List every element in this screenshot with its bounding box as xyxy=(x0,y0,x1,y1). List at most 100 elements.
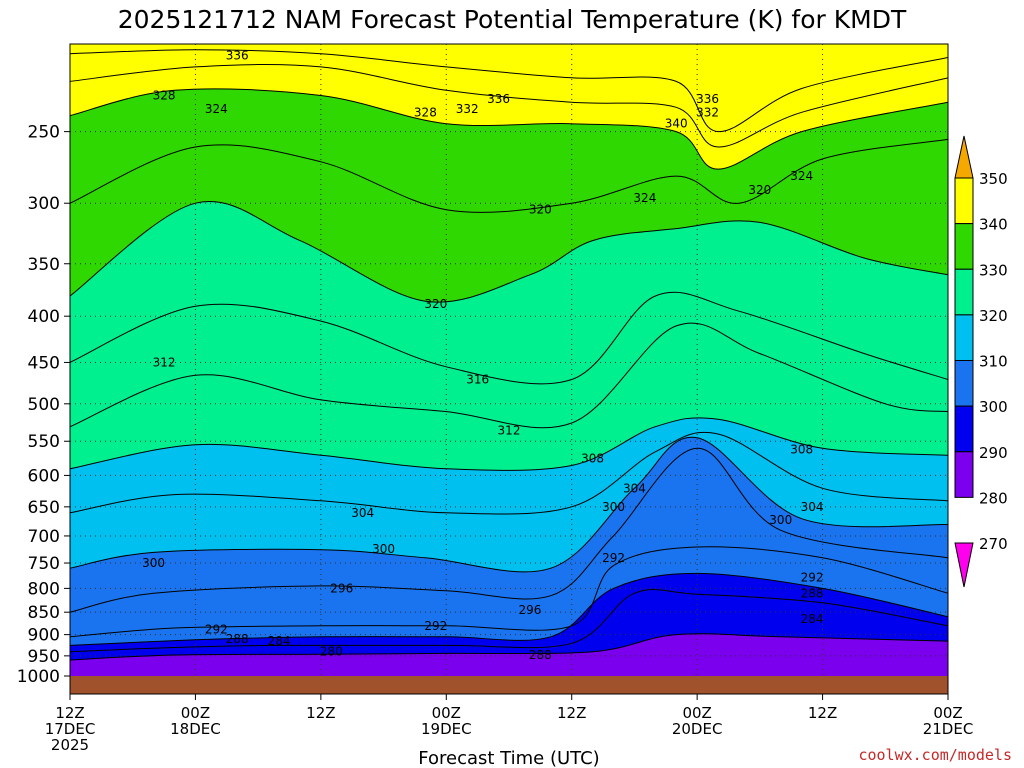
colorbar-band xyxy=(954,177,974,225)
colorbar-band xyxy=(954,451,974,498)
x-tick-label: 18DEC xyxy=(170,720,221,738)
y-tick-label: 350 xyxy=(28,255,60,275)
contour-label: 300 xyxy=(769,513,792,527)
colorbar-band xyxy=(954,360,974,407)
contour-line-280 xyxy=(70,633,948,661)
contour-label: 292 xyxy=(424,619,447,633)
x-tick-label: 00Z xyxy=(432,704,461,722)
contour-label: 312 xyxy=(498,423,521,437)
contour-label: 296 xyxy=(330,581,353,595)
contour-label: 300 xyxy=(602,500,625,514)
contour-line-320 xyxy=(70,201,948,303)
colorbar-label: 340 xyxy=(979,216,1008,234)
contour-label: 336 xyxy=(226,49,249,63)
x-tick-label: 19DEC xyxy=(421,720,472,738)
colorbar-label: 350 xyxy=(979,170,1008,188)
colorbar-label: 310 xyxy=(979,353,1008,371)
x-tick-label: 12Z xyxy=(808,704,837,722)
colorbar-label: 330 xyxy=(979,261,1008,279)
x-tick-label: 17DEC xyxy=(45,720,96,738)
contour-label: 324 xyxy=(633,191,656,205)
y-tick-label: 300 xyxy=(28,194,60,214)
contour-line-300 xyxy=(70,436,948,573)
x-tick-label: 12Z xyxy=(55,704,84,722)
contour-label: 304 xyxy=(351,506,374,520)
y-tick-label: 250 xyxy=(28,123,60,143)
plot-frame xyxy=(69,43,949,695)
contour-line-332 xyxy=(70,64,948,148)
x-tick-label: 00Z xyxy=(933,704,962,722)
y-tick-label: 1000 xyxy=(17,667,60,687)
x-tick-label: 21DEC xyxy=(923,720,974,738)
contour-line-296 xyxy=(70,447,948,613)
contour-label: 324 xyxy=(205,102,228,116)
contour-label: 340 xyxy=(665,117,688,131)
colorbar-band xyxy=(954,268,974,316)
y-axis: 250 300 350 400 450 500 550 600 650 700 750 800 850 9… xyxy=(17,123,70,687)
contour-label: 320 xyxy=(748,183,771,197)
contour-label: 284 xyxy=(801,612,824,626)
chart-title: 2025121712 NAM Forecast Potential Temper… xyxy=(118,5,907,34)
y-tick-label: 550 xyxy=(28,432,60,452)
y-tick-label: 400 xyxy=(28,307,60,327)
contour-line-284 xyxy=(70,589,948,653)
contour-label: 300 xyxy=(142,556,165,570)
fill-below-280 xyxy=(70,633,948,678)
x-tick-label: 00Z xyxy=(181,704,210,722)
x-tick-label: 20DEC xyxy=(672,720,723,738)
colorbar-band xyxy=(954,223,974,270)
contour-label: 320 xyxy=(424,297,447,311)
contour-label: 328 xyxy=(153,88,176,102)
terrain-band xyxy=(70,676,948,694)
contour-line-288 xyxy=(70,572,948,646)
contour-label: 280 xyxy=(320,645,343,659)
contour-label: 332 xyxy=(696,105,719,119)
colorbar: 350 340 330 320 310 300 290 280 270 xyxy=(954,135,1008,588)
contour-label: 312 xyxy=(153,355,176,369)
contour-label: 308 xyxy=(790,443,813,457)
y-tick-label: 700 xyxy=(28,527,60,547)
contour-label: 336 xyxy=(696,92,719,106)
y-tick-label: 750 xyxy=(28,554,60,574)
contour-label: 320 xyxy=(529,203,552,217)
contour-line-292 xyxy=(70,546,948,638)
contour-label: 300 xyxy=(372,542,395,556)
contour-label: 328 xyxy=(414,105,437,119)
contour-label: 324 xyxy=(790,169,813,183)
contour-layer xyxy=(70,49,948,661)
contour-label: 288 xyxy=(801,586,824,600)
contour-label: 292 xyxy=(801,570,824,584)
contour-line-308 xyxy=(70,417,948,471)
x-tick-label: 12Z xyxy=(306,704,335,722)
contour-label: 292 xyxy=(205,622,228,636)
colorbar-label: 270 xyxy=(979,535,1008,553)
colorbar-label: 290 xyxy=(979,444,1008,462)
y-tick-label: 600 xyxy=(28,466,60,486)
contour-label: 284 xyxy=(268,634,291,648)
contour-line-324 xyxy=(70,138,948,213)
colorbar-bottom-arrow xyxy=(954,542,974,588)
contour-label: 288 xyxy=(529,648,552,662)
contour-label: 304 xyxy=(801,500,824,514)
colorbar-band xyxy=(954,405,974,453)
contour-line-304 xyxy=(70,431,948,515)
colorbar-label: 300 xyxy=(979,398,1008,416)
y-tick-label: 650 xyxy=(28,498,60,518)
x-tick-label: 00Z xyxy=(682,704,711,722)
contour-line-336 xyxy=(70,49,948,133)
y-tick-label: 450 xyxy=(28,353,60,373)
contour-line-312 xyxy=(70,322,948,429)
contour-label: 288 xyxy=(226,632,249,646)
contour-line-328 xyxy=(70,88,948,170)
contour-label: 308 xyxy=(581,452,604,466)
colorbar-label: 320 xyxy=(979,307,1008,325)
x-axis-label: Forecast Time (UTC) xyxy=(418,748,599,768)
colorbar-label: 280 xyxy=(979,489,1008,507)
contour-label: 336 xyxy=(487,92,510,106)
x-tick-label: 2025 xyxy=(51,736,89,754)
contour-label: 292 xyxy=(602,551,625,565)
